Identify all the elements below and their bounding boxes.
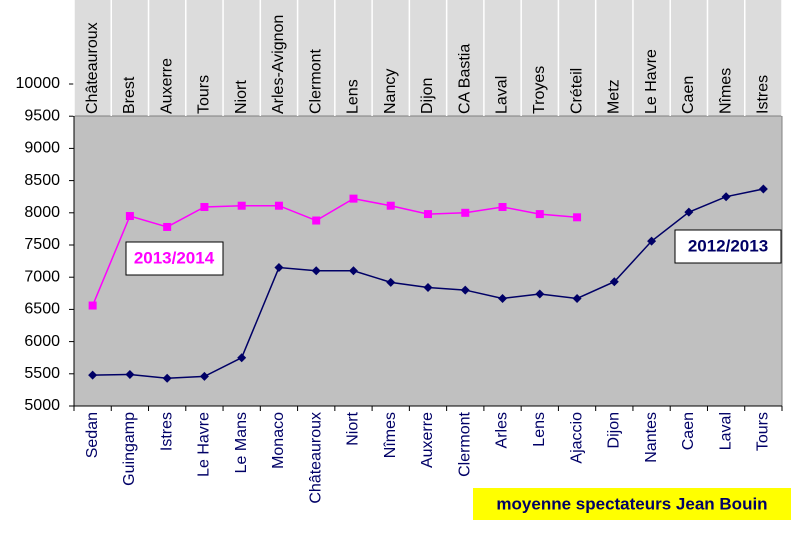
marker [386,201,395,210]
top-category-label: Metz [606,79,623,114]
chart-title: moyenne spectateurs Jean Bouin [496,494,767,513]
top-category-label: Niort [233,80,250,114]
marker [125,212,134,221]
series-line [91,197,578,306]
marker [125,369,135,379]
top-category-label: Laval [494,76,511,114]
layer: 5000 5500 6000 6500 7000 7500 8000 8500 9000 9500… [16,0,783,504]
marker [237,201,246,210]
marker [163,222,172,231]
marker [199,371,209,381]
x-tick-label: Auxerre [419,412,436,468]
marker [312,216,321,225]
x-tick-label: Guingamp [121,412,138,486]
marker [573,213,582,222]
marker [423,283,433,293]
x-tick-label: Ajaccio [568,412,585,464]
y-tick-label: 10000 [16,75,61,92]
x-tick-label: Châteauroux [307,412,324,504]
marker [647,236,657,246]
y-tick-label: 9500 [24,107,60,124]
marker [311,266,321,276]
top-category-label: Clermont [307,49,324,114]
x-tick-label: Caen [680,412,697,450]
marker [498,293,508,303]
legend-box [125,241,224,276]
top-category-label: Tours [196,75,213,114]
y-tick-label: 7500 [24,236,60,253]
top-category-label: Créteil [568,68,585,114]
marker [609,277,619,287]
top-category-label: Arles-Avignon [270,15,287,114]
top-category-label: Châteauroux [84,22,101,114]
top-category-label: Brest [121,76,138,114]
top-category-label: Caen [680,76,697,114]
x-tick-label: Clermont [456,411,473,476]
x-tick-label: Le Mans [233,412,250,473]
top-category-label: Nancy [382,69,399,114]
top-category-label: Lens [345,79,362,114]
top-category-label: Dijon [419,78,436,114]
marker [274,263,284,273]
y-tick-label: 6000 [24,333,60,350]
legend-label: 2012/2013 [688,236,768,255]
marker [498,203,507,212]
x-tick-label: Lens [531,412,548,447]
legend-label: 2013/2014 [134,248,215,267]
x-tick-label: Istres [158,412,175,451]
marker [535,289,545,299]
marker [200,203,209,212]
top-category-label: CA Bastia [456,44,473,114]
top-category-label: Nîmes [717,68,734,114]
legend-box [674,229,782,264]
y-tick-label: 8000 [24,204,60,221]
top-band [74,0,782,116]
x-tick-label: Sedan [84,412,101,458]
marker [88,301,97,310]
y-tick-label: 8500 [24,172,60,189]
x-tick-label: Tours [755,412,772,451]
x-tick-label: Niort [345,411,362,445]
marker [460,285,470,295]
x-tick-label: Monaco [270,412,287,469]
marker [386,277,396,287]
top-category-label: Istres [755,75,772,114]
top-category-label: Auxerre [158,58,175,114]
marker [274,201,283,210]
marker [424,210,432,219]
y-tick-label: 5500 [24,365,60,382]
top-category-label: Troyes [531,66,548,114]
marker [758,184,768,194]
marker [461,208,470,217]
y-tick-label: 7000 [24,268,60,285]
x-tick-label: Nantes [643,412,660,463]
marker [684,207,694,217]
marker [721,192,731,202]
marker [572,293,582,303]
title-box [473,488,791,520]
marker [88,370,98,380]
y-tick-label: 6500 [24,301,60,318]
marker [349,194,358,203]
y-tick-label: 9000 [24,140,60,157]
top-category-label: Le Havre [643,49,660,114]
x-tick-label: Dijon [606,412,623,448]
x-tick-label: Laval [717,412,734,450]
y-tick-label: 5000 [24,397,60,414]
marker [348,266,358,276]
marker [237,353,247,363]
marker [162,373,172,383]
marker [535,210,544,219]
x-tick-label: Le Havre [196,412,213,477]
x-tick-label: Nîmes [382,412,399,458]
x-tick-label: Arles [494,412,511,448]
